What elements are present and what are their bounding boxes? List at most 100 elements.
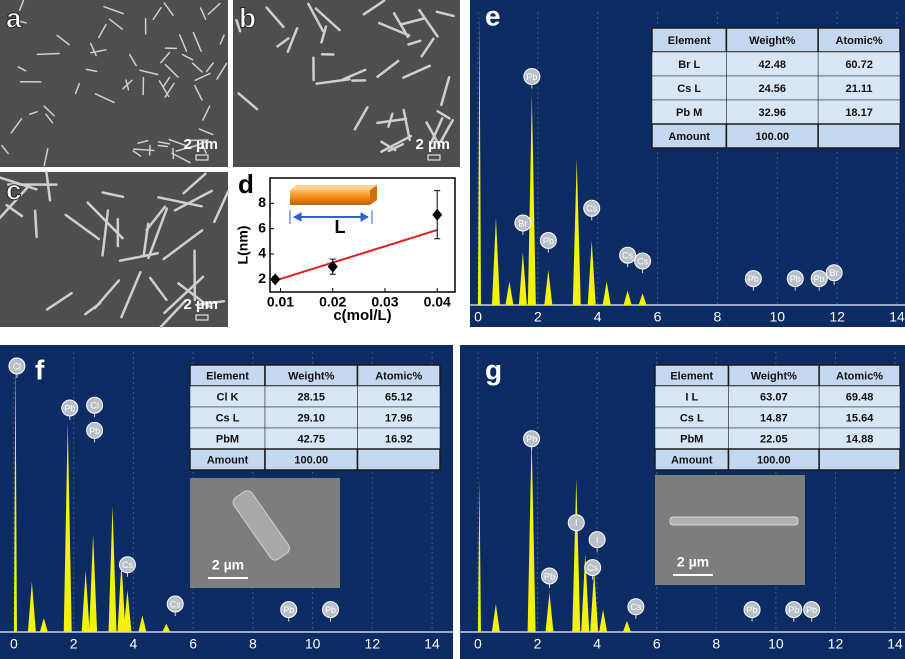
- table-text: Weight%: [749, 35, 795, 47]
- table-cell: [818, 124, 900, 148]
- panel-label: g: [485, 354, 502, 385]
- element-marker-label: Br: [518, 218, 527, 228]
- table-text: 29.10: [297, 412, 325, 424]
- table-text: Amount: [671, 454, 713, 466]
- element-marker-label: Pb: [64, 403, 75, 413]
- rod-illustration: [290, 190, 370, 205]
- x-tick-label: 0: [474, 636, 482, 652]
- x-tick-label: 14: [424, 636, 440, 652]
- table-text: 32.96: [759, 107, 787, 119]
- table-text: Element: [206, 370, 249, 382]
- element-marker-label: Pb: [790, 274, 801, 284]
- table-text: 42.75: [297, 433, 325, 445]
- element-marker-label: Pb: [814, 274, 825, 284]
- table-text: 22.05: [760, 433, 788, 445]
- element-marker-label: Pb: [544, 571, 555, 581]
- table-text: Cs L: [216, 412, 240, 424]
- table-text: 100.00: [757, 454, 791, 466]
- inset-label: L: [335, 217, 346, 237]
- element-marker-label: Br: [830, 268, 839, 278]
- x-tick-label: 10: [768, 636, 784, 652]
- element-marker-label: Pb: [283, 605, 294, 615]
- table-text: 17.96: [385, 412, 413, 424]
- element-marker-label: Cl: [13, 361, 22, 371]
- figure: a2 µmb2 µmc2 µm0.010.020.030.042468c(mol…: [0, 0, 905, 659]
- inset-scale-label: 2 µm: [212, 557, 244, 573]
- panel-label: e: [485, 0, 501, 31]
- table-cell: [358, 449, 441, 470]
- table-text: 65.12: [385, 391, 413, 403]
- panel-label: d: [238, 169, 254, 199]
- element-marker-label: Pb: [788, 605, 799, 615]
- element-marker-label: Pb: [806, 605, 817, 615]
- table-text: Cs L: [680, 412, 704, 424]
- table-text: PbM: [216, 433, 239, 445]
- table-text: Atomic%: [375, 370, 422, 382]
- element-marker-label: Cs: [587, 563, 598, 573]
- table-text: 21.11: [846, 83, 873, 95]
- x-tick-label: 6: [654, 309, 662, 325]
- x-tick-label: 2: [534, 309, 542, 325]
- table-text: 16.92: [385, 433, 413, 445]
- x-tick-label: 4: [593, 636, 601, 652]
- table-text: Br L: [678, 59, 700, 71]
- y-tick-label: 6: [258, 219, 266, 235]
- x-tick-label: 14: [887, 636, 903, 652]
- x-tick-label: 12: [828, 636, 844, 652]
- y-tick-label: 4: [258, 245, 266, 261]
- table-text: Atomic%: [836, 35, 883, 47]
- table-text: 100.00: [755, 131, 789, 143]
- scale-bar-label: 2 µm: [184, 136, 219, 153]
- nanorod: [35, 211, 37, 237]
- x-tick-label: 2: [534, 636, 542, 652]
- x-tick-label: 0.01: [267, 294, 294, 310]
- table-text: 14.88: [846, 433, 874, 445]
- x-tick-label: 6: [189, 636, 197, 652]
- element-marker-label: Pb: [89, 426, 100, 436]
- element-marker-label: Pb: [543, 236, 554, 246]
- x-tick-label: 12: [365, 636, 381, 652]
- y-tick-label: 8: [258, 194, 266, 210]
- x-tick-label: 0: [474, 309, 482, 325]
- x-tick-label: 10: [770, 309, 786, 325]
- nanorod: [158, 145, 167, 146]
- panel-label: b: [239, 2, 256, 33]
- table-text: 63.07: [760, 391, 788, 403]
- y-axis-label: L(nm): [235, 226, 251, 265]
- table-text: 28.15: [297, 391, 325, 403]
- table-text: 18.17: [845, 107, 873, 119]
- element-marker-label: Pb: [526, 72, 537, 82]
- x-tick-label: 8: [714, 309, 722, 325]
- table-text: Element: [668, 35, 711, 47]
- table-text: Weight%: [751, 370, 797, 382]
- x-tick-label: 14: [889, 309, 905, 325]
- table-text: Amount: [668, 131, 710, 143]
- element-marker-label: Cl: [90, 401, 99, 411]
- table-text: I L: [685, 391, 698, 403]
- element-marker-label: Pb: [526, 434, 537, 444]
- table-text: Amount: [207, 454, 249, 466]
- table-text: 60.72: [845, 59, 873, 71]
- table-text: Atomic%: [836, 370, 883, 382]
- element-marker-label: I: [596, 535, 599, 545]
- element-marker-label: Cs: [586, 204, 597, 214]
- scale-bar-label: 2 µm: [184, 296, 219, 313]
- table-text: Weight%: [288, 370, 334, 382]
- x-axis-label: c(mol/L): [333, 307, 391, 324]
- x-tick-label: 0.04: [424, 294, 451, 310]
- table-text: Cs L: [677, 83, 701, 95]
- table-text: Cl K: [217, 391, 239, 403]
- inset-scale-label: 2 µm: [677, 554, 709, 570]
- table-text: 24.56: [759, 83, 787, 95]
- x-tick-label: 10: [305, 636, 321, 652]
- element-marker-label: I: [575, 518, 578, 528]
- element-marker-label: Cs: [122, 560, 133, 570]
- table-text: 69.48: [846, 391, 874, 403]
- table-text: 14.87: [760, 412, 788, 424]
- element-marker-label: Pb: [325, 605, 336, 615]
- x-tick-label: 0: [10, 636, 18, 652]
- nanorod: [670, 517, 798, 525]
- table-text: Pb M: [676, 107, 702, 119]
- x-tick-label: 8: [249, 636, 257, 652]
- element-marker-label: Pb: [747, 605, 758, 615]
